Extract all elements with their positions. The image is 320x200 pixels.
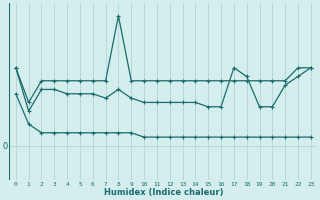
X-axis label: Humidex (Indice chaleur): Humidex (Indice chaleur) (104, 188, 223, 197)
